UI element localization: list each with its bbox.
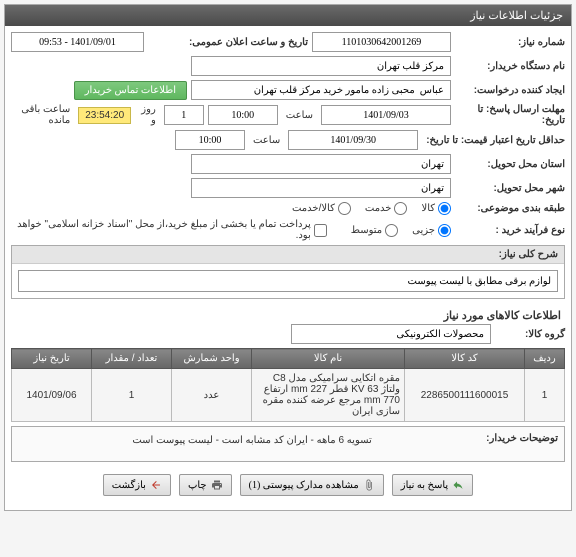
process-low-radio[interactable] [438, 224, 451, 237]
deliver-city-label: شهر محل تحویل: [455, 183, 565, 194]
group-label: گروه کالا: [495, 329, 565, 340]
time-label-1: ساعت [282, 110, 317, 121]
description-body [12, 264, 564, 298]
description-panel: شرح کلی نیاز: [11, 245, 565, 299]
print-icon [211, 479, 223, 491]
deadline-label: مهلت ارسال پاسخ: تا تاریخ: [455, 104, 565, 126]
cell-date: 1401/09/06 [12, 369, 92, 422]
topic-radio-group: کالا خدمت کالا/خدمت [292, 202, 451, 215]
row-requester: ایجاد کننده درخواست: اطلاعات تماس خریدار [11, 80, 565, 100]
process-mid-radio[interactable] [385, 224, 398, 237]
attachments-button[interactable]: مشاهده مدارک پیوستی (1) [240, 474, 384, 496]
remaining-suffix: ساعت باقی مانده [11, 104, 74, 126]
validity-date-input[interactable] [288, 130, 418, 150]
contact-button[interactable]: اطلاعات تماس خریدار [74, 81, 187, 100]
th-date: تاریخ نیاز [12, 349, 92, 369]
deadline-date-input[interactable] [321, 105, 451, 125]
topic-goods-radio[interactable] [438, 202, 451, 215]
announce-label: تاریخ و ساعت اعلان عمومی: [148, 37, 308, 48]
payment-checkbox[interactable] [314, 224, 327, 237]
back-button[interactable]: بازگشت [103, 474, 171, 496]
buyer-notes-label: توضیحات خریدار: [486, 433, 558, 444]
reply-icon [452, 479, 464, 491]
topic-both-radio[interactable] [338, 202, 351, 215]
topic-label: طبقه بندی موضوعی: [455, 203, 565, 214]
reply-button[interactable]: پاسخ به نیاز [392, 474, 474, 496]
th-name: نام کالا [252, 349, 405, 369]
row-validity: حداقل تاریخ اعتبار قیمت: تا تاریخ: ساعت [11, 130, 565, 150]
description-input[interactable] [18, 270, 558, 292]
topic-service-option[interactable]: خدمت [365, 202, 408, 215]
row-deadline: مهلت ارسال پاسخ: تا تاریخ: ساعت روز و 23… [11, 104, 565, 126]
cell-code: 2286500111600015 [405, 369, 525, 422]
process-low-option[interactable]: جزیی [412, 224, 451, 237]
process-mid-option[interactable]: متوسط [351, 224, 398, 237]
th-code: کد کالا [405, 349, 525, 369]
deliver-city-input[interactable] [191, 178, 451, 198]
cell-qty: 1 [92, 369, 172, 422]
deadline-time-input[interactable] [208, 105, 278, 125]
row-deliver-city: شهر محل تحویل: [11, 178, 565, 198]
row-group: گروه کالا: [11, 324, 565, 344]
group-input[interactable] [291, 324, 491, 344]
deliver-loc-label: استان محل تحویل: [455, 159, 565, 170]
buyer-org-input[interactable] [191, 56, 451, 76]
days-input[interactable] [164, 105, 204, 125]
th-row: ردیف [525, 349, 565, 369]
need-number-input[interactable] [312, 32, 451, 52]
process-label: نوع فرآیند خرید : [455, 225, 565, 236]
countdown-badge: 23:54:20 [78, 107, 131, 124]
table-row: 1 2286500111600015 مقره اتکایی سرامیکی م… [12, 369, 565, 422]
process-radio-group: جزیی متوسط [351, 224, 451, 237]
description-header: شرح کلی نیاز: [12, 246, 564, 264]
validity-time-input[interactable] [175, 130, 245, 150]
details-panel: جزئیات اطلاعات نیاز شماره نیاز: تاریخ و … [4, 4, 572, 511]
buyer-notes-text: تسویه 6 ماهه - ایران کد مشابه است - لیست… [18, 433, 558, 446]
topic-goods-option[interactable]: کالا [421, 202, 451, 215]
table-body: 1 2286500111600015 مقره اتکایی سرامیکی م… [12, 369, 565, 422]
row-process: نوع فرآیند خرید : جزیی متوسط پرداخت تمام… [11, 219, 565, 241]
buyer-notes-panel: توضیحات خریدار: تسویه 6 ماهه - ایران کد … [11, 426, 565, 462]
panel-body: شماره نیاز: تاریخ و ساعت اعلان عمومی: نا… [5, 26, 571, 510]
th-unit: واحد شمارش [172, 349, 252, 369]
row-buyer-org: نام دستگاه خریدار: [11, 56, 565, 76]
cell-name: مقره اتکایی سرامیکی مدل C8 ولتاژ KV 63 ق… [252, 369, 405, 422]
cell-row: 1 [525, 369, 565, 422]
items-section-header: اطلاعات کالاهای مورد نیاز [11, 303, 565, 324]
announce-input[interactable] [11, 32, 144, 52]
buyer-org-label: نام دستگاه خریدار: [455, 61, 565, 72]
deliver-loc-input[interactable] [191, 154, 451, 174]
row-topic: طبقه بندی موضوعی: کالا خدمت کالا/خدمت [11, 202, 565, 215]
th-qty: تعداد / مقدار [92, 349, 172, 369]
row-need-number: شماره نیاز: تاریخ و ساعت اعلان عمومی: [11, 32, 565, 52]
back-icon [150, 479, 162, 491]
topic-service-radio[interactable] [394, 202, 407, 215]
days-suffix: روز و [135, 104, 160, 126]
print-button[interactable]: چاپ [179, 474, 232, 496]
need-number-label: شماره نیاز: [455, 37, 565, 48]
payment-note-option[interactable]: پرداخت تمام یا بخشی از مبلغ خرید،از محل … [11, 219, 327, 241]
requester-input[interactable] [191, 80, 451, 100]
payment-note-text: پرداخت تمام یا بخشی از مبلغ خرید،از محل … [11, 219, 311, 241]
topic-both-option[interactable]: کالا/خدمت [292, 202, 351, 215]
row-deliver-loc: استان محل تحویل: [11, 154, 565, 174]
validity-label: حداقل تاریخ اعتبار قیمت: تا تاریخ: [422, 135, 565, 146]
time-label-2: ساعت [249, 135, 284, 146]
panel-title: جزئیات اطلاعات نیاز [5, 5, 571, 26]
action-bar: پاسخ به نیاز مشاهده مدارک پیوستی (1) چاپ… [11, 466, 565, 504]
table-head: ردیف کد کالا نام کالا واحد شمارش تعداد /… [12, 349, 565, 369]
requester-label: ایجاد کننده درخواست: [455, 85, 565, 96]
items-table: ردیف کد کالا نام کالا واحد شمارش تعداد /… [11, 348, 565, 422]
attachment-icon [363, 479, 375, 491]
cell-unit: عدد [172, 369, 252, 422]
